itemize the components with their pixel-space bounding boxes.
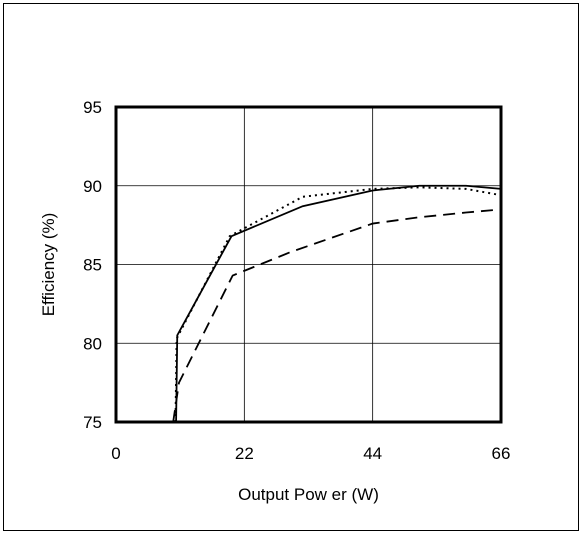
x-tick-label: 66 (492, 444, 511, 463)
tick-labels: 75 80 85 90 95 0 22 44 66 (83, 98, 510, 463)
y-tick-label: 90 (83, 177, 102, 196)
x-tick-label: 22 (235, 444, 254, 463)
series-line-solid (175, 184, 502, 423)
x-tick-label: 44 (363, 444, 382, 463)
y-tick-label: 95 (83, 98, 102, 117)
plot-area-border (114, 105, 503, 424)
series-line-dotted (174, 186, 502, 423)
y-tick-label: 85 (83, 256, 102, 275)
x-tick-label: 0 (111, 444, 120, 463)
y-tick-label: 75 (83, 413, 102, 432)
x-axis-label: Output Pow er (W) (238, 485, 379, 504)
series-line-dashed (172, 208, 502, 423)
grid-lines (116, 107, 501, 422)
series-lines (172, 184, 502, 423)
y-tick-label: 80 (83, 334, 102, 353)
chart-frame (3, 3, 579, 531)
y-axis-label: Efficiency (%) (39, 213, 58, 317)
